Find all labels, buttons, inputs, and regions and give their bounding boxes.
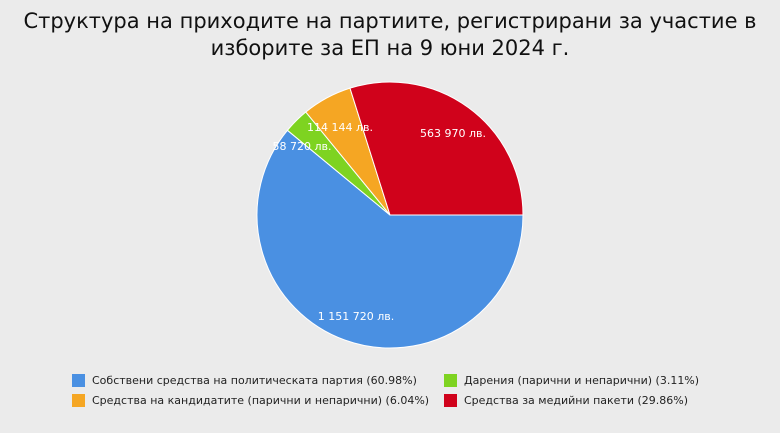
legend-swatch-media	[444, 394, 457, 407]
legend-item-donations: Дарения (парични и непарични) (3.11%)	[444, 374, 744, 387]
slice-label-media: 563 970 лв.	[420, 127, 486, 140]
pie-slice-own-funds	[256, 129, 524, 349]
slice-label-own-funds: 1 151 720 лв.	[318, 310, 395, 323]
chart-legend: Собствени средства на политическата парт…	[72, 374, 752, 407]
legend-swatch-donations	[444, 374, 457, 387]
legend-label-own-funds: Собствени средства на политическата парт…	[92, 374, 417, 387]
legend-label-media: Средства за медийни пакети (29.86%)	[464, 394, 689, 407]
legend-label-candidates: Средства на кандидатите (парични и непар…	[92, 394, 430, 407]
pie-slice-media	[349, 81, 524, 216]
chart-title-line-1: Структура на приходите на партиите, реги…	[23, 9, 757, 33]
legend-item-candidates: Средства на кандидатите (парични и непар…	[72, 394, 444, 407]
legend-item-media: Средства за медийни пакети (29.86%)	[444, 394, 744, 407]
legend-swatch-candidates	[72, 394, 85, 407]
chart-title: Структура на приходите на партиите, реги…	[0, 8, 780, 62]
chart-title-line-2: изборите за ЕП на 9 юни 2024 г.	[210, 36, 570, 60]
legend-item-own-funds: Собствени средства на политическата парт…	[72, 374, 444, 387]
slice-label-candidates: 114 144 лв.	[307, 121, 373, 134]
legend-label-donations: Дарения (парични и непарични) (3.11%)	[464, 374, 700, 387]
legend-swatch-own-funds	[72, 374, 85, 387]
slice-label-donations: 58 720 лв.	[273, 140, 332, 153]
